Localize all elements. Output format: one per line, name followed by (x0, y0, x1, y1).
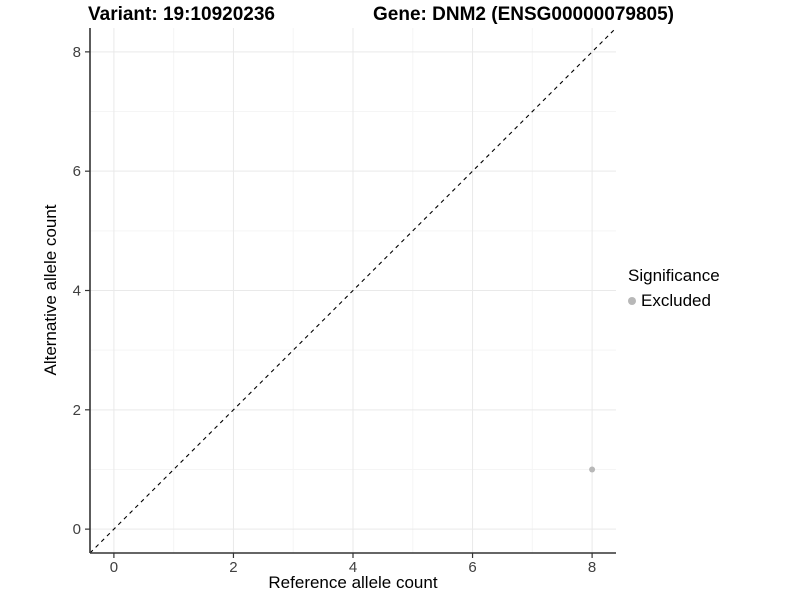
y-tick-label: 4 (73, 283, 81, 300)
x-tick-label: 6 (468, 559, 476, 576)
y-tick-label: 6 (73, 163, 81, 180)
y-tick-label: 0 (73, 521, 81, 538)
legend: Significance Excluded (628, 266, 720, 311)
x-tick-label: 4 (349, 559, 357, 576)
y-axis-title: Alternative allele count (41, 204, 60, 376)
plot-title-gene: Gene: DNM2 (ENSG00000079805) (373, 4, 674, 25)
legend-item-excluded: Excluded (628, 291, 720, 311)
x-tick-label: 2 (229, 559, 237, 576)
x-axis-title: Reference allele count (268, 573, 438, 592)
x-tick-label: 0 (110, 559, 118, 576)
data-point (589, 466, 596, 473)
legend-item-label: Excluded (641, 291, 711, 310)
legend-title: Significance (628, 266, 720, 285)
y-tick-label: 2 (73, 402, 81, 419)
identity-line (89, 27, 617, 554)
y-tick-label: 8 (73, 44, 81, 61)
plot-title-variant: Variant: 19:10920236 (88, 4, 275, 25)
x-tick-label: 8 (588, 559, 596, 576)
excluded-point-icon (628, 297, 636, 305)
